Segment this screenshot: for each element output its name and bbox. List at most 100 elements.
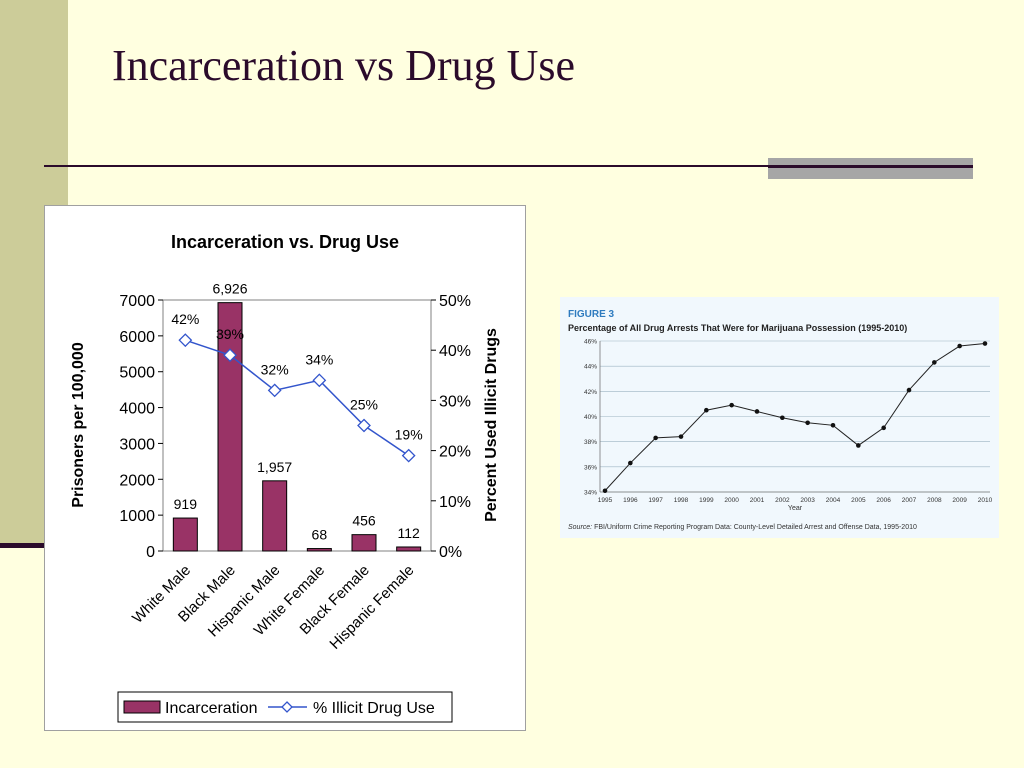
- arrests-line: [604, 343, 986, 492]
- arrests-point-7: [780, 415, 785, 421]
- drug-use-point-1: [223, 348, 237, 363]
- title-accent-bar: [768, 158, 973, 179]
- y-tick-label: 46%: [584, 339, 597, 346]
- slide-title: Incarceration vs Drug Use: [112, 41, 576, 90]
- bar-value-label: 919: [174, 496, 198, 512]
- drug-use-point-3: [312, 373, 327, 388]
- x-tick-label: 2002: [775, 497, 790, 504]
- y-tick-label: 38%: [584, 439, 597, 446]
- arrests-point-6: [754, 409, 760, 414]
- arrests-point-0: [602, 488, 608, 494]
- left-axis-tick-label: 1000: [119, 508, 155, 525]
- x-tick-label: 2003: [800, 497, 815, 504]
- y-tick-label: 34%: [584, 490, 597, 497]
- arrests-point-13: [932, 360, 937, 365]
- arrests-point-4: [704, 407, 709, 413]
- bar-value-label: 112: [398, 525, 421, 541]
- left-axis-tick-label: 6000: [119, 329, 155, 346]
- y-tick-label: 44%: [584, 364, 597, 371]
- arrests-point-3: [678, 434, 684, 439]
- arrests-point-9: [830, 423, 836, 428]
- arrests-point-11: [881, 425, 886, 431]
- left-axis-tick-label: 3000: [119, 436, 155, 453]
- drug-use-point-0: [178, 333, 193, 348]
- bar-value-label: 1,957: [257, 459, 292, 475]
- drug-use-value-label: 39%: [216, 326, 244, 342]
- left-axis-tick-label: 0: [146, 544, 155, 561]
- legend-line-marker: [281, 701, 293, 713]
- bar-value-label: 68: [312, 527, 328, 543]
- bar-5: [396, 546, 422, 552]
- x-tick-label: 1998: [674, 497, 689, 504]
- drug-use-point-4: [357, 418, 371, 433]
- marijuana-arrests-chart: FIGURE 3 Percentage of All Drug Arrests T…: [560, 297, 999, 538]
- arrests-point-5: [729, 402, 734, 408]
- x-tick-label: 2010: [978, 497, 993, 504]
- arrests-point-15: [982, 341, 988, 346]
- chart-title: Percentage of All Drug Arrests That Were…: [568, 323, 907, 333]
- bar-value-label: 6,926: [212, 281, 247, 297]
- plot-area: [162, 299, 432, 552]
- y-tick-label: 40%: [584, 414, 597, 421]
- x-tick-label: 2005: [851, 497, 866, 504]
- bar-4: [351, 534, 377, 552]
- left-axis-tick-label: 4000: [119, 401, 155, 418]
- drug-use-value-label: 25%: [350, 397, 378, 413]
- drug-use-value-label: 32%: [261, 361, 289, 377]
- legend-incarceration: Incarceration: [165, 700, 258, 717]
- y-tick-label: 42%: [584, 389, 597, 396]
- incarceration-chart-svg: Incarceration vs. Drug Use 0 1000 2000 3000 4…: [70, 232, 500, 723]
- left-axis-label: Prisoners per 100,000: [70, 342, 87, 508]
- figure-label: FIGURE 3: [568, 309, 615, 320]
- x-tick-label: 2001: [750, 497, 765, 504]
- arrests-point-12: [906, 387, 912, 393]
- right-axis-label: Percent Used Illicit Drugs: [483, 328, 500, 522]
- x-tick-label: 2000: [724, 497, 739, 504]
- x-tick-label: 2007: [902, 497, 917, 504]
- x-tick-label: 1996: [623, 497, 638, 504]
- x-tick-label: 2006: [876, 497, 891, 504]
- x-tick-label: 2008: [927, 497, 942, 504]
- arrests-point-1: [628, 460, 633, 466]
- legend-bar-swatch: [123, 700, 161, 714]
- bar-0: [172, 517, 198, 552]
- x-tick-label: 2009: [952, 497, 967, 504]
- left-axis-tick-label: 5000: [119, 365, 155, 382]
- x-axis-label: Year: [788, 505, 803, 512]
- drug-use-point-2: [267, 383, 282, 398]
- right-axis-tick-label: 10%: [439, 494, 471, 511]
- title-underline: [44, 165, 774, 167]
- drug-use-value-label: 34%: [305, 351, 333, 367]
- y-tick-label: 36%: [584, 464, 597, 471]
- right-axis-tick-label: 50%: [439, 293, 471, 310]
- legend-drug-use: % Illicit Drug Use: [313, 700, 435, 717]
- left-band-divider: [0, 543, 44, 548]
- x-tick-label: 1999: [699, 497, 714, 504]
- left-axis-tick-label: 2000: [119, 472, 155, 489]
- drug-use-point-5: [401, 448, 416, 463]
- arrests-point-10: [856, 443, 861, 448]
- right-axis-tick-label: 40%: [439, 343, 471, 360]
- arrests-point-8: [805, 420, 810, 426]
- incarceration-chart: Incarceration vs. Drug Use 0 1000 2000 3000 4…: [44, 205, 526, 731]
- left-axis-tick-label: 7000: [119, 293, 155, 310]
- drug-use-line: [185, 339, 410, 457]
- category-label: Hispanic Female: [326, 562, 417, 653]
- x-tick-label: 1997: [648, 497, 663, 504]
- bar-value-label: 456: [352, 513, 376, 529]
- source-text: FBI/Uniform Crime Reporting Program Data…: [592, 524, 917, 531]
- title-accent-line: [768, 165, 973, 168]
- right-axis-tick-label: 30%: [439, 393, 471, 410]
- chart-title: Incarceration vs. Drug Use: [171, 232, 399, 252]
- bar-2: [262, 480, 288, 552]
- x-tick-label: 1995: [598, 497, 613, 504]
- right-axis-tick-label: 0%: [439, 544, 462, 561]
- source-label: Source:: [568, 524, 592, 531]
- bar-3: [306, 548, 332, 552]
- x-tick-label: 2004: [826, 497, 841, 504]
- right-axis-tick-label: 20%: [439, 444, 471, 461]
- arrests-point-14: [957, 343, 962, 349]
- bar-1: [217, 302, 243, 552]
- marijuana-arrests-chart-svg: FIGURE 3 Percentage of All Drug Arrests T…: [568, 309, 993, 531]
- arrests-point-2: [653, 435, 658, 441]
